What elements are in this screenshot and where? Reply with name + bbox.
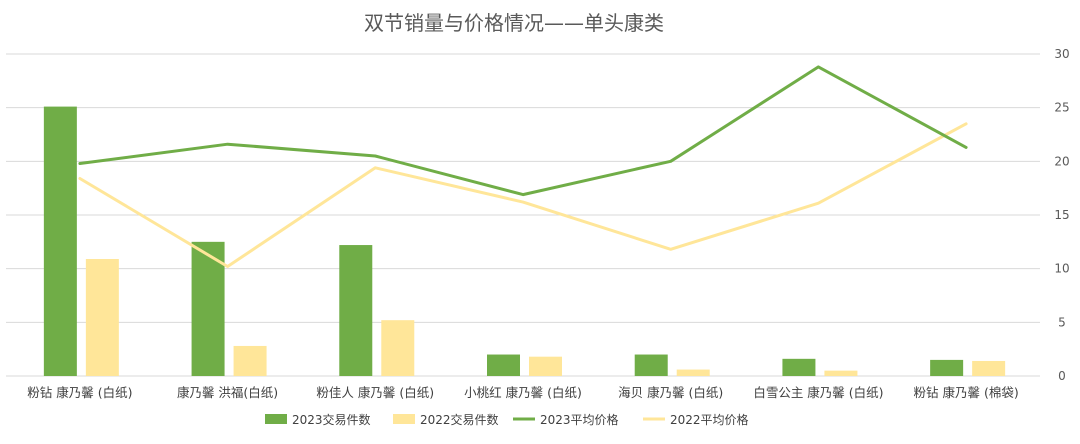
bar [529, 356, 562, 376]
x-tick-label: 粉钻 康乃馨 (棉袋) [914, 385, 1019, 400]
legend-swatch [393, 414, 415, 424]
bar [381, 320, 415, 376]
bar [487, 354, 520, 376]
y-tick-label: 5 [1058, 315, 1066, 329]
bar [43, 106, 77, 377]
y-tick-label: 10 [1054, 262, 1069, 276]
chart-title: 双节销量与价格情况——单头康类 [364, 11, 664, 35]
bar [824, 370, 858, 376]
legend-label: 2022平均价格 [670, 412, 749, 427]
legend: 2023交易件数 2022交易件数 2023平均价格 2022平均价格 [265, 412, 749, 427]
y-axis: 0 5 10 15 20 25 30 [1054, 47, 1069, 383]
y-tick-label: 0 [1058, 369, 1066, 383]
bar [930, 359, 964, 376]
gridlines [6, 53, 1040, 377]
bar [972, 360, 1006, 376]
y-tick-label: 25 [1054, 101, 1069, 115]
y-tick-label: 30 [1054, 47, 1069, 61]
legend-label: 2023交易件数 [292, 412, 371, 427]
x-tick-label: 海贝 康乃馨 (白纸) [618, 385, 723, 400]
bar [634, 354, 668, 376]
bar [85, 259, 119, 376]
x-tick-label: 粉佳人 康乃馨 (白纸) [316, 385, 434, 400]
x-tick-label: 小桃红 康乃馨 (白纸) [464, 385, 582, 400]
bars [43, 106, 1006, 377]
legend-swatch [265, 414, 287, 424]
x-tick-label: 白雪公主 康乃馨 (白纸) [753, 385, 883, 400]
lines [78, 65, 968, 268]
y-tick-label: 20 [1054, 154, 1069, 168]
series-line [78, 65, 968, 197]
x-tick-label: 康乃馨 洪福(白纸) [177, 385, 278, 400]
series-line [78, 122, 968, 268]
bar [233, 345, 267, 376]
x-axis: 粉钻 康乃馨 (白纸) 康乃馨 洪福(白纸) 粉佳人 康乃馨 (白纸) 小桃红 康乃馨… [27, 385, 1018, 400]
bar [191, 241, 225, 376]
legend-label: 2022交易件数 [420, 412, 499, 427]
bar [782, 358, 816, 376]
x-tick-label: 粉钻 康乃馨 (白纸) [27, 385, 132, 400]
bar [676, 369, 710, 376]
bar [339, 245, 373, 376]
legend-label: 2023平均价格 [540, 412, 619, 427]
y-tick-label: 15 [1054, 208, 1069, 222]
